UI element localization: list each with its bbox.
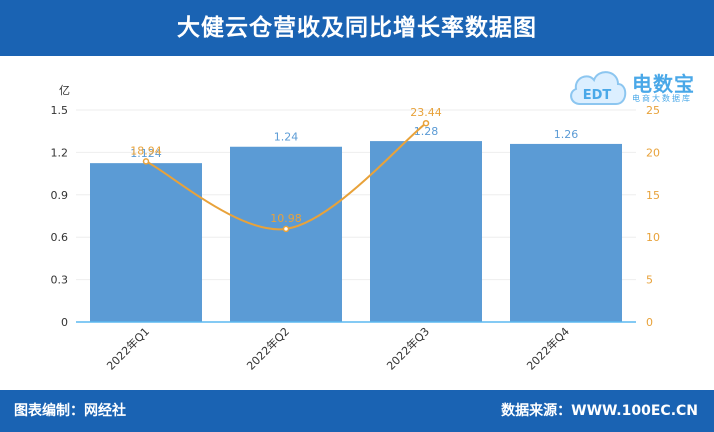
y2-tick-label: 15 — [646, 189, 660, 202]
bar-value-label: 1.124 — [130, 147, 162, 160]
bar — [510, 143, 622, 322]
bar-value-label: 1.24 — [274, 131, 299, 144]
line-value-label: 10.98 — [270, 212, 302, 225]
y2-tick-label: 25 — [646, 104, 660, 117]
bar — [370, 141, 482, 322]
footer-credit: 图表编制：网经社 — [14, 403, 126, 419]
bar — [90, 163, 202, 322]
line-value-label: 18.94 — [130, 144, 162, 157]
logo-brand: 电数宝 — [632, 72, 695, 96]
logo-subtitle: 电商大数据库 — [632, 94, 692, 103]
cloud-logo-icon: EDT — [570, 71, 627, 105]
y2-tick-label: 5 — [646, 274, 653, 287]
line-point — [282, 225, 290, 233]
x-tick-label: 2022年Q4 — [524, 324, 573, 373]
logo-mark: EDT — [583, 88, 612, 103]
bar-value-label: 1.26 — [554, 128, 579, 141]
y2-tick-label: 20 — [646, 146, 660, 159]
footer-bar: 图表编制：网经社 数据来源：WWW.100EC.CN — [0, 390, 714, 432]
x-tick-label: 2022年Q1 — [104, 324, 153, 373]
y-tick-label: 0.3 — [51, 274, 69, 287]
chart-area: 0 0.3 0.6 0.9 1.2 1.5 亿 0 5 10 15 20 25 1.124 1.24 1.28… — [0, 56, 714, 390]
y-tick-label: 1.5 — [51, 104, 69, 117]
y-tick-label: 1.2 — [51, 146, 69, 159]
x-tick-label: 2022年Q2 — [244, 324, 293, 373]
y-axis-unit: 亿 — [59, 84, 70, 97]
line-value-label: 23.44 — [410, 106, 442, 119]
y2-tick-label: 10 — [646, 231, 660, 244]
header-bar: 大健云仓营收及同比增长率数据图 — [0, 0, 714, 56]
page-title: 大健云仓营收及同比增长率数据图 — [177, 15, 537, 41]
bar — [230, 146, 342, 322]
logo: EDT 电数宝 电商大数据库 — [566, 60, 706, 112]
line-point — [142, 158, 150, 165]
footer-source: 数据来源：WWW.100EC.CN — [501, 403, 698, 419]
y-tick-label: 0 — [61, 316, 68, 329]
line-point — [422, 119, 430, 127]
y2-tick-label: 0 — [646, 316, 653, 329]
x-tick-label: 2022年Q3 — [384, 324, 433, 373]
y-tick-label: 0.9 — [51, 189, 69, 202]
y-tick-label: 0.6 — [51, 231, 69, 244]
